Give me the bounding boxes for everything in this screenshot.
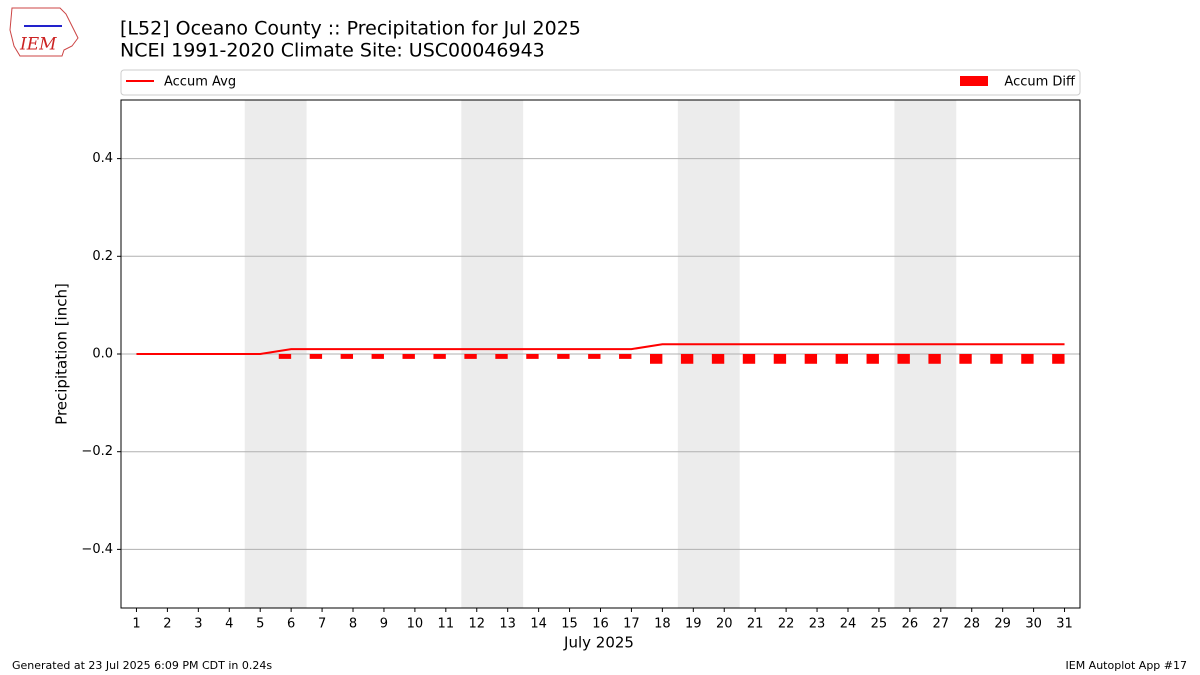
x-tick-label: 5 [256,617,264,632]
plot-frame [120,99,1081,609]
bar [402,354,415,359]
x-tick-label: 27 [933,617,950,632]
bar [990,354,1003,364]
y-tick-label: −0.4 [81,542,113,557]
x-tick-label: 16 [592,617,609,632]
x-tick-label: 23 [809,617,826,632]
bar [680,354,694,364]
x-tick-label: 9 [380,617,388,632]
bar [619,354,632,359]
bar [526,354,539,359]
x-tick-label: 25 [871,617,888,632]
x-tick-label: 21 [747,617,764,632]
logo-outline [9,7,79,57]
chart-subtitle: NCEI 1991-2020 Climate Site: USC00046943 [120,40,545,62]
bar [557,354,570,359]
y-axis-label: Precipitation [inch] [53,283,71,425]
x-tick-label: 13 [499,617,516,632]
bar [804,354,818,364]
x-tick-label: 7 [318,617,326,632]
bar [1021,354,1034,364]
bar [309,354,323,359]
bar [773,354,787,364]
footer-right: IEM Autoplot App #17 [1066,659,1188,672]
x-axis-label: July 2025 [563,634,634,652]
bar [649,354,663,364]
x-tick-label: 2 [163,617,171,632]
y-tick-label: 0.0 [92,347,113,362]
legend-label: Accum Avg [164,75,236,90]
x-tick-label: 20 [716,617,733,632]
bar [464,354,477,359]
x-tick-label: 17 [623,617,640,632]
line [136,343,1065,355]
x-tick-label: 26 [902,617,919,632]
bar [835,354,848,364]
x-tick-label: 6 [287,617,295,632]
x-tick-label: 24 [840,617,857,632]
x-tick-label: 14 [530,617,547,632]
x-tick-label: 15 [561,617,578,632]
x-tick-label: 18 [654,617,671,632]
x-tick-label: 22 [778,617,795,632]
x-tick-label: 30 [1025,617,1042,632]
y-tick-label: −0.2 [81,444,113,459]
legend-label: Accum Diff [1004,75,1076,90]
bar [433,354,446,359]
bar [897,354,910,364]
x-tick-label: 29 [994,617,1011,632]
legend-swatch [960,76,988,86]
bar [711,354,725,364]
y-tick-label: 0.2 [92,249,113,264]
x-tick-label: 28 [963,617,980,632]
bar [588,354,601,359]
bar [866,354,879,364]
bar [340,354,354,359]
x-tick-label: 11 [438,617,455,632]
x-tick-label: 4 [225,617,233,632]
bar [1052,354,1065,364]
legend [120,69,1081,96]
bar [278,354,292,359]
chart-title: [L52] Oceano County :: Precipitation for… [120,18,581,40]
x-tick-label: 3 [194,617,202,632]
x-tick-label: 10 [407,617,424,632]
logo-text: IEM [19,35,57,55]
x-tick-label: 12 [468,617,485,632]
x-tick-label: 1 [132,617,140,632]
x-tick-label: 19 [685,617,702,632]
x-tick-label: 8 [349,617,357,632]
x-tick-label: 31 [1056,617,1073,632]
bar [371,354,384,359]
bar [928,354,941,364]
bar [495,354,508,359]
footer-left: Generated at 23 Jul 2025 6:09 PM CDT in … [12,659,272,672]
y-tick-label: 0.4 [92,151,113,166]
bar [742,354,756,364]
bar [959,354,972,364]
